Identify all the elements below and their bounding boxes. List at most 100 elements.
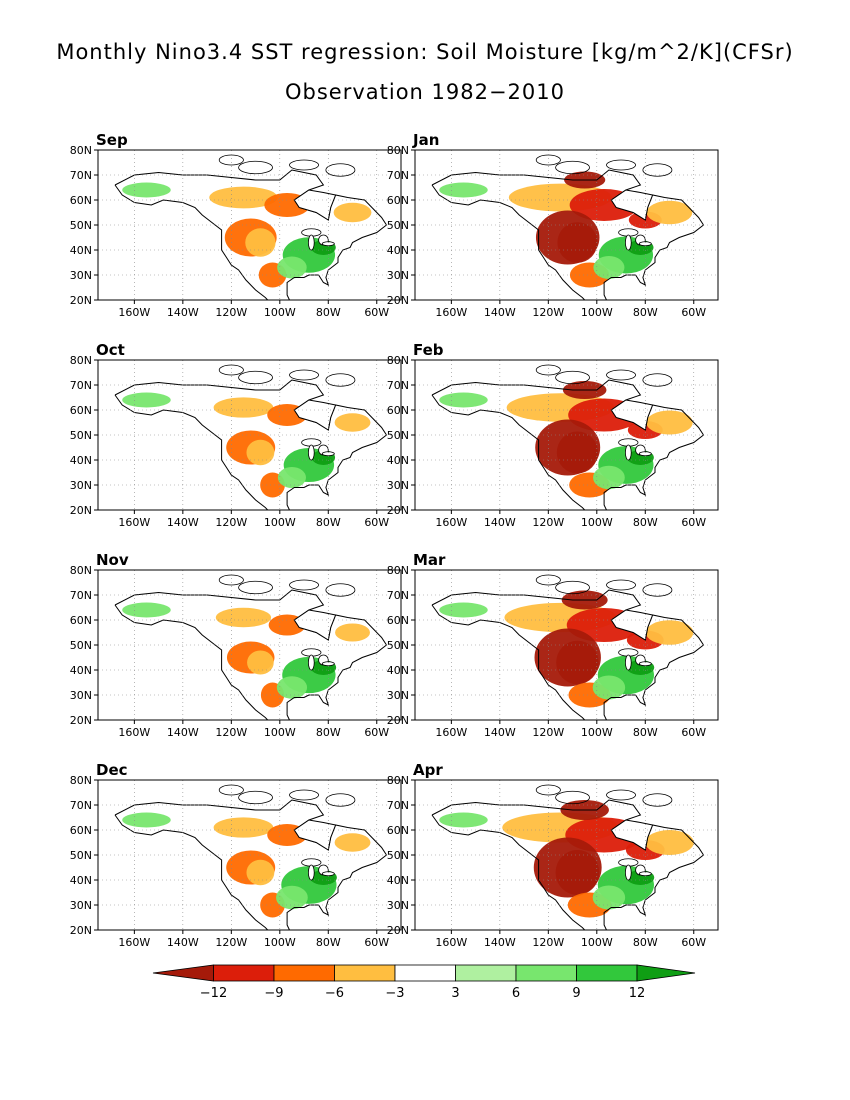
lon-tick-label: 100W — [264, 516, 296, 529]
lon-tick-label: 160W — [118, 306, 150, 319]
anomaly-shading — [439, 602, 488, 618]
coastline — [114, 814, 269, 930]
anomaly-shading — [556, 640, 599, 685]
anomaly-shading — [276, 676, 308, 699]
panel-month-title: Sep — [96, 131, 128, 149]
lon-tick-label: 120W — [532, 726, 564, 739]
anomaly-shading — [247, 650, 274, 675]
anomaly-shading — [122, 182, 171, 198]
anomaly-shading — [122, 392, 171, 408]
map-plot: 80N 70N 60N 50N 40N 30N 20N 160W 140W 120W 100W 80W… — [70, 354, 402, 529]
great-lake — [638, 871, 652, 877]
colorbar-label: 12 — [629, 986, 646, 1001]
anomaly-shading — [122, 602, 171, 618]
lat-tick-label: 80N — [70, 144, 92, 157]
anomaly-shading — [215, 607, 272, 628]
anomaly-shading — [335, 623, 370, 642]
lat-tick-label: 50N — [70, 639, 92, 652]
colorbar-segment — [576, 964, 638, 982]
lon-tick-label: 160W — [435, 306, 467, 319]
great-lake — [321, 451, 335, 457]
great-lake — [625, 654, 632, 671]
anomaly-shading — [246, 439, 275, 466]
great-lake — [638, 451, 652, 457]
panel-month-title: Feb — [413, 341, 444, 359]
great-lake — [308, 654, 315, 671]
great-lake — [625, 234, 632, 251]
lat-tick-label: 40N — [387, 454, 409, 467]
lon-tick-label: 100W — [581, 306, 613, 319]
chart-title-line1: Monthly Nino3.4 SST regression: Soil Moi… — [56, 40, 794, 64]
lon-tick-label: 120W — [532, 516, 564, 529]
colorbar-label: 9 — [572, 986, 580, 1001]
lat-tick-label: 20N — [387, 924, 409, 937]
lon-tick-label: 120W — [532, 936, 564, 949]
lat-tick-label: 20N — [387, 294, 409, 307]
lon-tick-label: 140W — [484, 726, 516, 739]
map-panel-nov: Nov 80N 70N 60N 50N 40N 30N 20N 160W 140W 120W 100W… — [58, 551, 402, 765]
lon-tick-label: 80W — [633, 516, 658, 529]
lat-tick-label: 30N — [387, 689, 409, 702]
colorbar-label: −9 — [264, 986, 283, 1001]
coastline — [114, 589, 388, 720]
lon-tick-label: 160W — [435, 726, 467, 739]
lat-tick-label: 30N — [70, 479, 92, 492]
great-lake — [308, 864, 315, 881]
lat-tick-label: 50N — [70, 219, 92, 232]
lon-tick-label: 60W — [681, 726, 706, 739]
lon-tick-label: 100W — [581, 726, 613, 739]
hudson-bay — [610, 399, 654, 431]
lat-tick-label: 50N — [70, 429, 92, 442]
anomaly-shading — [645, 830, 694, 855]
lat-tick-label: 20N — [387, 714, 409, 727]
lon-tick-label: 100W — [581, 516, 613, 529]
anomaly-shading — [333, 202, 372, 223]
anomaly-shading — [213, 397, 274, 418]
coastline — [114, 184, 269, 300]
lon-tick-label: 120W — [532, 306, 564, 319]
lat-tick-label: 40N — [70, 454, 92, 467]
great-lake — [308, 234, 315, 251]
anomaly-shading — [439, 812, 488, 828]
coastline — [114, 394, 269, 510]
lat-tick-label: 60N — [387, 614, 409, 627]
lon-tick-label: 140W — [484, 306, 516, 319]
colorbar: −12 −9 −6 −3 3 6 9 12 — [152, 964, 696, 1001]
anomaly-shading — [246, 859, 275, 886]
coastline — [431, 379, 705, 510]
lon-tick-label: 100W — [264, 306, 296, 319]
anomaly-shading — [646, 200, 693, 225]
anomaly-shading — [557, 222, 598, 263]
lon-tick-label: 160W — [435, 936, 467, 949]
lon-tick-label: 80W — [633, 726, 658, 739]
map-panel-jan: Jan 80N 70N 60N 50N 40N 30N 20N 160W 140W 120W 100W… — [375, 131, 719, 345]
coastline — [431, 589, 705, 720]
lat-tick-label: 30N — [387, 899, 409, 912]
lon-tick-label: 80W — [633, 936, 658, 949]
great-lake — [638, 661, 652, 667]
hudson-bay — [610, 609, 654, 641]
coastline — [431, 799, 705, 930]
lon-tick-label: 140W — [484, 936, 516, 949]
lon-tick-label: 140W — [167, 516, 199, 529]
map-panel-oct: Oct 80N 70N 60N 50N 40N 30N 20N 160W 140W 120W 100W… — [58, 341, 402, 555]
lat-tick-label: 70N — [387, 379, 409, 392]
anomaly-shading — [245, 228, 276, 257]
great-lake — [625, 444, 632, 461]
lon-tick-label: 80W — [316, 516, 341, 529]
coastline — [114, 604, 269, 720]
lat-tick-label: 80N — [387, 354, 409, 367]
lon-tick-label: 60W — [364, 516, 389, 529]
lon-tick-label: 140W — [167, 726, 199, 739]
anomaly-shading — [593, 465, 625, 490]
great-lake — [321, 871, 335, 877]
map-plot: 80N 70N 60N 50N 40N 30N 20N 160W 140W 120W 100W 80W… — [70, 564, 402, 739]
lat-tick-label: 50N — [387, 219, 409, 232]
map-plot: 80N 70N 60N 50N 40N 30N 20N 160W 140W 120W 100W 80W… — [387, 354, 719, 529]
lat-tick-label: 80N — [387, 564, 409, 577]
lon-tick-label: 60W — [681, 306, 706, 319]
map-plot: 80N 70N 60N 50N 40N 30N 20N 160W 140W 120W 100W 80W… — [70, 144, 402, 319]
anomaly-shading — [209, 186, 278, 209]
hudson-bay — [293, 819, 337, 851]
lon-tick-label: 80W — [633, 306, 658, 319]
